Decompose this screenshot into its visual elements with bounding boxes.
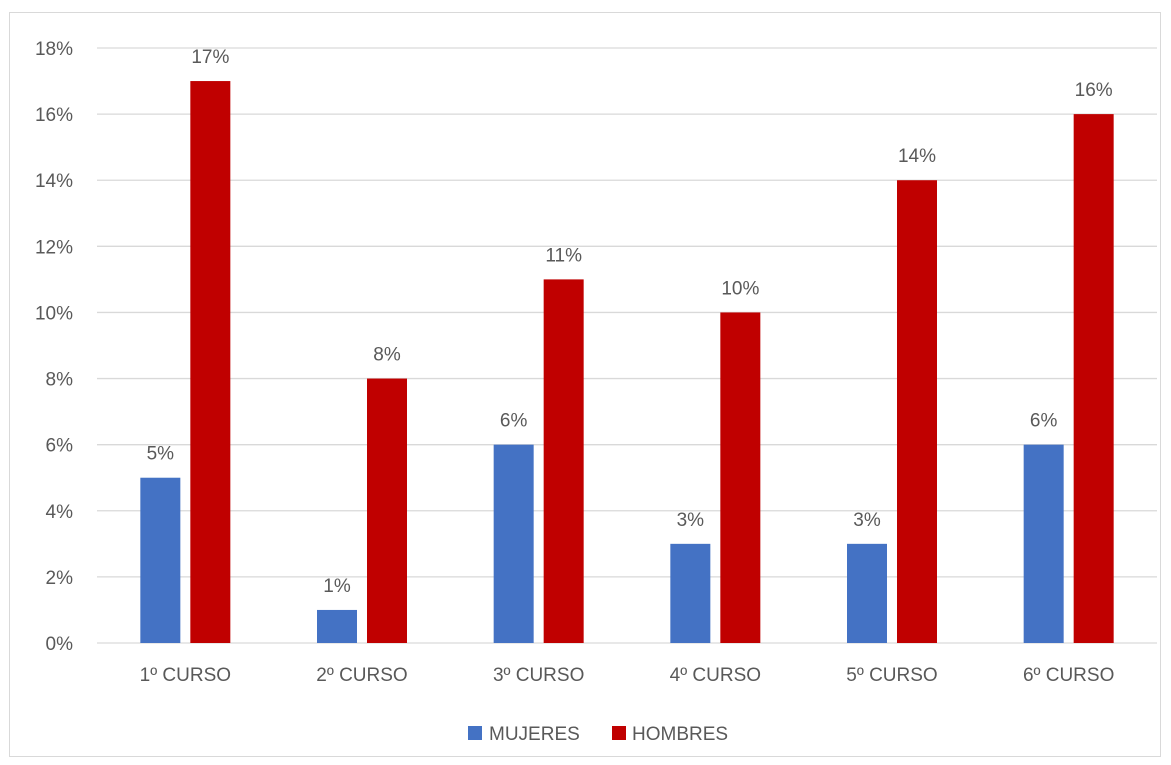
- legend: MUJERES HOMBRES: [468, 724, 728, 745]
- y-tick-label: 2%: [46, 568, 74, 589]
- bar-hombres-2: [367, 378, 407, 643]
- x-tick-label: 4º CURSO: [670, 665, 761, 686]
- bar-hombres-5: [897, 180, 937, 643]
- x-tick-label: 3º CURSO: [493, 665, 584, 686]
- x-tick-label: 6º CURSO: [1023, 665, 1114, 686]
- data-label-hombres-6: 16%: [1075, 80, 1113, 101]
- legend-label-hombres: HOMBRES: [632, 724, 728, 745]
- bar-hombres-6: [1073, 114, 1114, 644]
- legend-swatch-mujeres: [468, 726, 482, 740]
- y-tick-label: 12%: [35, 237, 73, 258]
- data-label-mujeres-4: 3%: [677, 510, 705, 531]
- bar-mujeres-6: [1023, 444, 1064, 643]
- y-tick-label: 10%: [35, 303, 73, 324]
- bar-mujeres-3: [493, 444, 534, 643]
- data-label-mujeres-5: 3%: [853, 510, 881, 531]
- bar-hombres-4: [720, 312, 761, 643]
- data-label-hombres-2: 8%: [373, 345, 401, 366]
- y-tick-label: 4%: [46, 502, 74, 523]
- legend-swatch-hombres: [612, 726, 626, 740]
- bar-mujeres-5: [847, 543, 887, 643]
- y-tick-label: 0%: [46, 634, 74, 655]
- legend-label-mujeres: MUJERES: [489, 724, 580, 745]
- x-tick-label: 5º CURSO: [846, 665, 937, 686]
- y-axis-tick-labels: 0% 2% 4% 6% 8% 10% 12% 14% 16% 18%: [35, 39, 73, 655]
- bar-mujeres-2: [317, 609, 357, 643]
- bar-hombres-3: [543, 279, 584, 643]
- gridlines: [97, 47, 1157, 644]
- y-tick-label: 14%: [35, 171, 73, 192]
- y-tick-label: 16%: [35, 105, 73, 126]
- data-labels: 5% 17% 1% 8% 6% 11% 3% 10% 3% 14% 6% 16%: [147, 47, 1113, 597]
- data-label-mujeres-2: 1%: [323, 576, 351, 597]
- y-tick-label: 8%: [46, 370, 74, 391]
- data-label-hombres-5: 14%: [898, 146, 936, 167]
- bar-hombres-1: [190, 81, 231, 644]
- x-tick-label: 1º CURSO: [140, 665, 231, 686]
- data-label-hombres-4: 10%: [721, 278, 759, 299]
- x-axis-tick-labels: 1º CURSO 2º CURSO 3º CURSO 4º CURSO 5º CURSO…: [140, 665, 1115, 686]
- y-tick-label: 6%: [46, 436, 74, 457]
- y-tick-label: 18%: [35, 39, 73, 60]
- data-label-mujeres-6: 6%: [1030, 411, 1058, 432]
- data-label-hombres-3: 11%: [545, 245, 582, 266]
- bar-mujeres-1: [140, 477, 181, 643]
- x-tick-label: 2º CURSO: [316, 665, 407, 686]
- data-label-hombres-1: 17%: [191, 47, 229, 68]
- bar-mujeres-4: [670, 543, 711, 643]
- data-label-mujeres-1: 5%: [147, 444, 175, 465]
- data-label-mujeres-3: 6%: [500, 411, 528, 432]
- bars: [140, 81, 1114, 644]
